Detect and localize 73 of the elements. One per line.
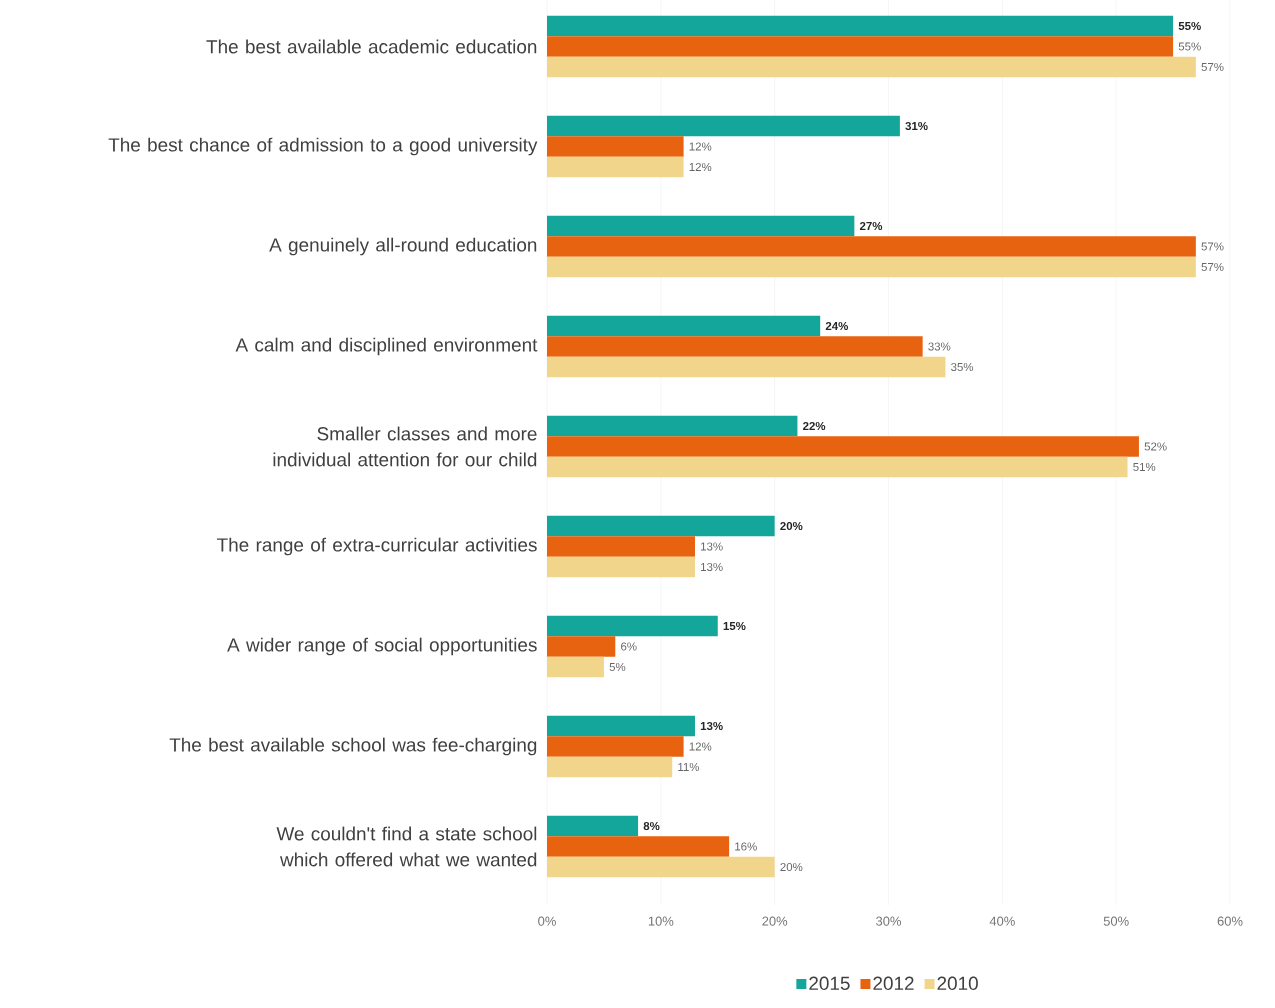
bar: [547, 856, 775, 878]
x-tick-label: 0%: [538, 916, 556, 926]
bar: [547, 536, 695, 557]
bar: [547, 215, 855, 237]
bar: [547, 156, 684, 178]
data-label: 57%: [1201, 242, 1224, 251]
data-label: 15%: [723, 621, 746, 631]
data-label: 20%: [780, 521, 803, 531]
data-label: 13%: [701, 562, 723, 572]
data-label: 57%: [1201, 62, 1224, 72]
y-tick-label: The range of extra-curricular activities: [217, 537, 537, 556]
y-tick-label: The best chance of admission to a good university: [108, 137, 538, 156]
data-label: 33%: [928, 342, 951, 351]
y-tick-label: A genuinely all-round education: [269, 237, 537, 256]
y-tick-label: A wider range of social opportunities: [227, 637, 537, 656]
data-label: 57%: [1201, 262, 1224, 272]
bar: [547, 715, 695, 737]
data-label: 22%: [803, 421, 826, 431]
legend-label: 2012: [873, 976, 914, 991]
x-tick-label: 30%: [876, 916, 902, 926]
x-tick-label: 10%: [648, 916, 674, 926]
data-label: 24%: [825, 321, 849, 331]
x-tick-label: 40%: [989, 916, 1015, 926]
bar: [547, 236, 1196, 257]
data-label: 13%: [701, 542, 723, 551]
data-label: 31%: [905, 121, 928, 131]
bar: [547, 356, 946, 378]
bar: [547, 15, 1174, 37]
bar: [547, 415, 798, 437]
x-tick-label: 50%: [1103, 916, 1129, 926]
bar: [547, 436, 1139, 457]
bar: [547, 736, 684, 757]
bar: [547, 756, 673, 778]
bar: [547, 515, 775, 537]
data-label: 8%: [643, 821, 660, 831]
bar: [547, 56, 1196, 78]
legend-label: 2015: [809, 976, 850, 991]
data-label: 5%: [609, 662, 626, 672]
y-tick-label: Smaller classes and more individual attention for our child: [273, 426, 537, 467]
data-label: 11%: [678, 763, 700, 772]
data-label: 55%: [1178, 42, 1201, 51]
bar: [547, 136, 684, 157]
bar: [547, 336, 923, 357]
y-tick-label: We couldn't find a state school which offered what we wanted: [276, 826, 537, 867]
bar: [547, 636, 616, 657]
data-label: 12%: [689, 142, 712, 151]
data-label: 6%: [621, 642, 637, 651]
data-label: 52%: [1144, 442, 1167, 451]
data-label: 35%: [951, 362, 974, 372]
bar: [547, 836, 730, 857]
bar: [547, 815, 639, 837]
data-label: 13%: [700, 721, 723, 731]
y-tick-label: A calm and disciplined environment: [235, 337, 538, 356]
bar: [547, 115, 900, 137]
bar: [547, 315, 821, 337]
data-label: 12%: [689, 162, 712, 172]
data-label: 51%: [1133, 462, 1156, 472]
bar: [547, 656, 604, 678]
bar: [547, 456, 1128, 478]
data-label: 27%: [859, 221, 883, 231]
x-tick-label: 20%: [762, 916, 788, 926]
data-label: 55%: [1178, 21, 1201, 31]
bar: [547, 36, 1174, 57]
data-label: 20%: [780, 862, 803, 872]
bar: [547, 556, 695, 578]
y-tick-label: The best available academic education: [206, 39, 537, 54]
legend-label: 2010: [937, 976, 978, 991]
bar: [547, 256, 1196, 278]
bar: [547, 615, 718, 637]
x-tick-label: 60%: [1217, 916, 1243, 926]
data-label: 16%: [735, 842, 757, 851]
y-tick-label: The best available school was fee-charging: [169, 737, 537, 756]
data-label: 12%: [689, 742, 712, 751]
